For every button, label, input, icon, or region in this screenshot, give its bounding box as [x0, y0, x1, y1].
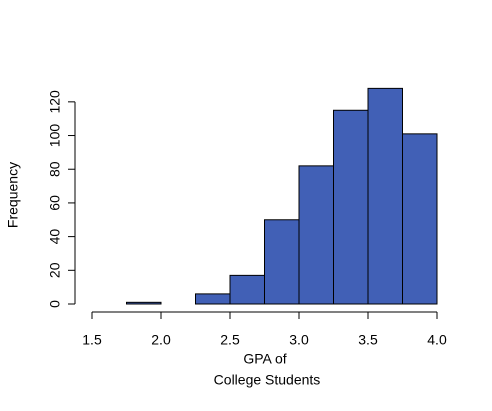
y-tick-label: 120 — [47, 90, 63, 114]
x-axis-label: College Students — [214, 372, 321, 388]
bar — [229, 274, 265, 305]
bar — [195, 293, 231, 305]
y-axis-label: Frequency — [5, 162, 21, 228]
bar — [402, 133, 438, 305]
x-tick-label: 4.0 — [427, 332, 447, 348]
bar — [333, 109, 369, 305]
y-tick-label: 20 — [47, 262, 63, 278]
bar — [367, 87, 403, 305]
x-tick-label: 3.0 — [289, 332, 309, 348]
y-tick-label: 80 — [47, 161, 63, 177]
y-tick-label: 60 — [47, 195, 63, 211]
x-tick-label: 3.5 — [358, 332, 378, 348]
y-tick-label: 100 — [47, 124, 63, 148]
x-tick-label: 2.5 — [220, 332, 240, 348]
x-axis-label: GPA of — [243, 351, 286, 367]
y-tick-label: 40 — [47, 229, 63, 245]
x-tick-label: 2.0 — [151, 332, 171, 348]
y-tick-label: 0 — [47, 300, 63, 308]
bar — [126, 301, 162, 305]
bar — [264, 219, 300, 305]
x-tick-label: 1.5 — [82, 332, 102, 348]
bar — [298, 165, 334, 305]
